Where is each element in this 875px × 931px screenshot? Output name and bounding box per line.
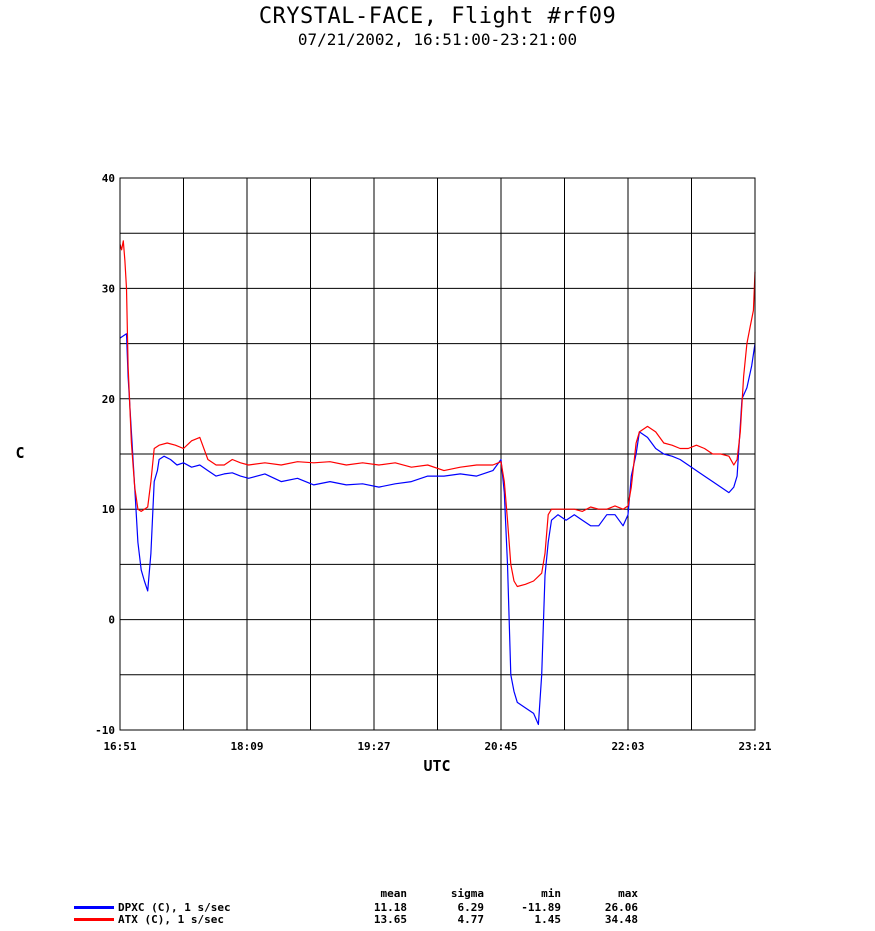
y-tick-labels: -10 0 10 20 30 40 xyxy=(95,172,115,737)
stat-dpxc-max: 26.06 xyxy=(604,901,638,914)
y-axis-label: C xyxy=(15,444,24,462)
legend-row-atx: ATX (C), 1 s/sec 13.65 4.77 1.45 34.48 xyxy=(0,913,875,926)
plot-border xyxy=(119,177,756,731)
plot-frame xyxy=(119,177,756,731)
series-line-atx xyxy=(119,240,756,588)
legend-label-atx: ATX (C), 1 s/sec xyxy=(118,913,224,926)
stat-atx-mean: 13.65 xyxy=(373,913,407,926)
line-chart: -10 0 10 20 30 40 16:51 18:09 19:27 20:45 22:03 23… xyxy=(15,172,771,775)
x-axis-label: UTC xyxy=(423,757,450,775)
chart-subtitle: 07/21/2002, 16:51:00-23:21:00 xyxy=(297,30,578,49)
y-tick-label: 10 xyxy=(102,503,115,516)
x-tick-label: 23:21 xyxy=(738,740,771,753)
x-tick-labels: 16:51 18:09 19:27 20:45 22:03 23:21 xyxy=(103,740,771,753)
y-tick-label: 20 xyxy=(102,393,115,406)
statistics-table: mean sigma min max DPXC (C), 1 s/sec 11.… xyxy=(0,884,875,931)
stats-header-sigma: sigma xyxy=(450,887,484,900)
legend-row-dpxc: DPXC (C), 1 s/sec 11.18 6.29 -11.89 26.0… xyxy=(0,901,875,914)
stat-dpxc-mean: 11.18 xyxy=(373,901,407,914)
y-tick-label: 30 xyxy=(102,282,115,295)
x-tick-label: 22:03 xyxy=(611,740,644,753)
x-tick-label: 19:27 xyxy=(357,740,390,753)
stat-atx-min: 1.45 xyxy=(534,913,562,926)
legend-label-dpxc: DPXC (C), 1 s/sec xyxy=(118,901,231,914)
stat-atx-max: 34.48 xyxy=(604,913,638,926)
chart-series xyxy=(119,240,756,726)
stat-dpxc-min: -11.89 xyxy=(521,901,561,914)
legend-swatch-dpxc xyxy=(74,906,114,909)
chart-grid xyxy=(119,177,756,731)
legend-swatch-atx xyxy=(74,918,114,921)
x-tick-label: 16:51 xyxy=(103,740,136,753)
stats-header-max: max xyxy=(618,887,638,900)
stat-dpxc-sigma: 6.29 xyxy=(457,901,485,914)
y-tick-label: 0 xyxy=(108,614,115,627)
x-tick-label: 20:45 xyxy=(484,740,517,753)
stats-header-mean: mean xyxy=(380,887,408,900)
x-tick-label: 18:09 xyxy=(230,740,263,753)
stats-header-row: mean sigma min max xyxy=(0,887,875,900)
stats-header-min: min xyxy=(541,887,561,900)
chart-title: CRYSTAL-FACE, Flight #rf09 xyxy=(258,4,617,29)
y-tick-label: -10 xyxy=(95,724,115,737)
stat-atx-sigma: 4.77 xyxy=(457,913,485,926)
series-line-dpxc xyxy=(119,333,756,726)
y-tick-label: 40 xyxy=(102,172,115,185)
